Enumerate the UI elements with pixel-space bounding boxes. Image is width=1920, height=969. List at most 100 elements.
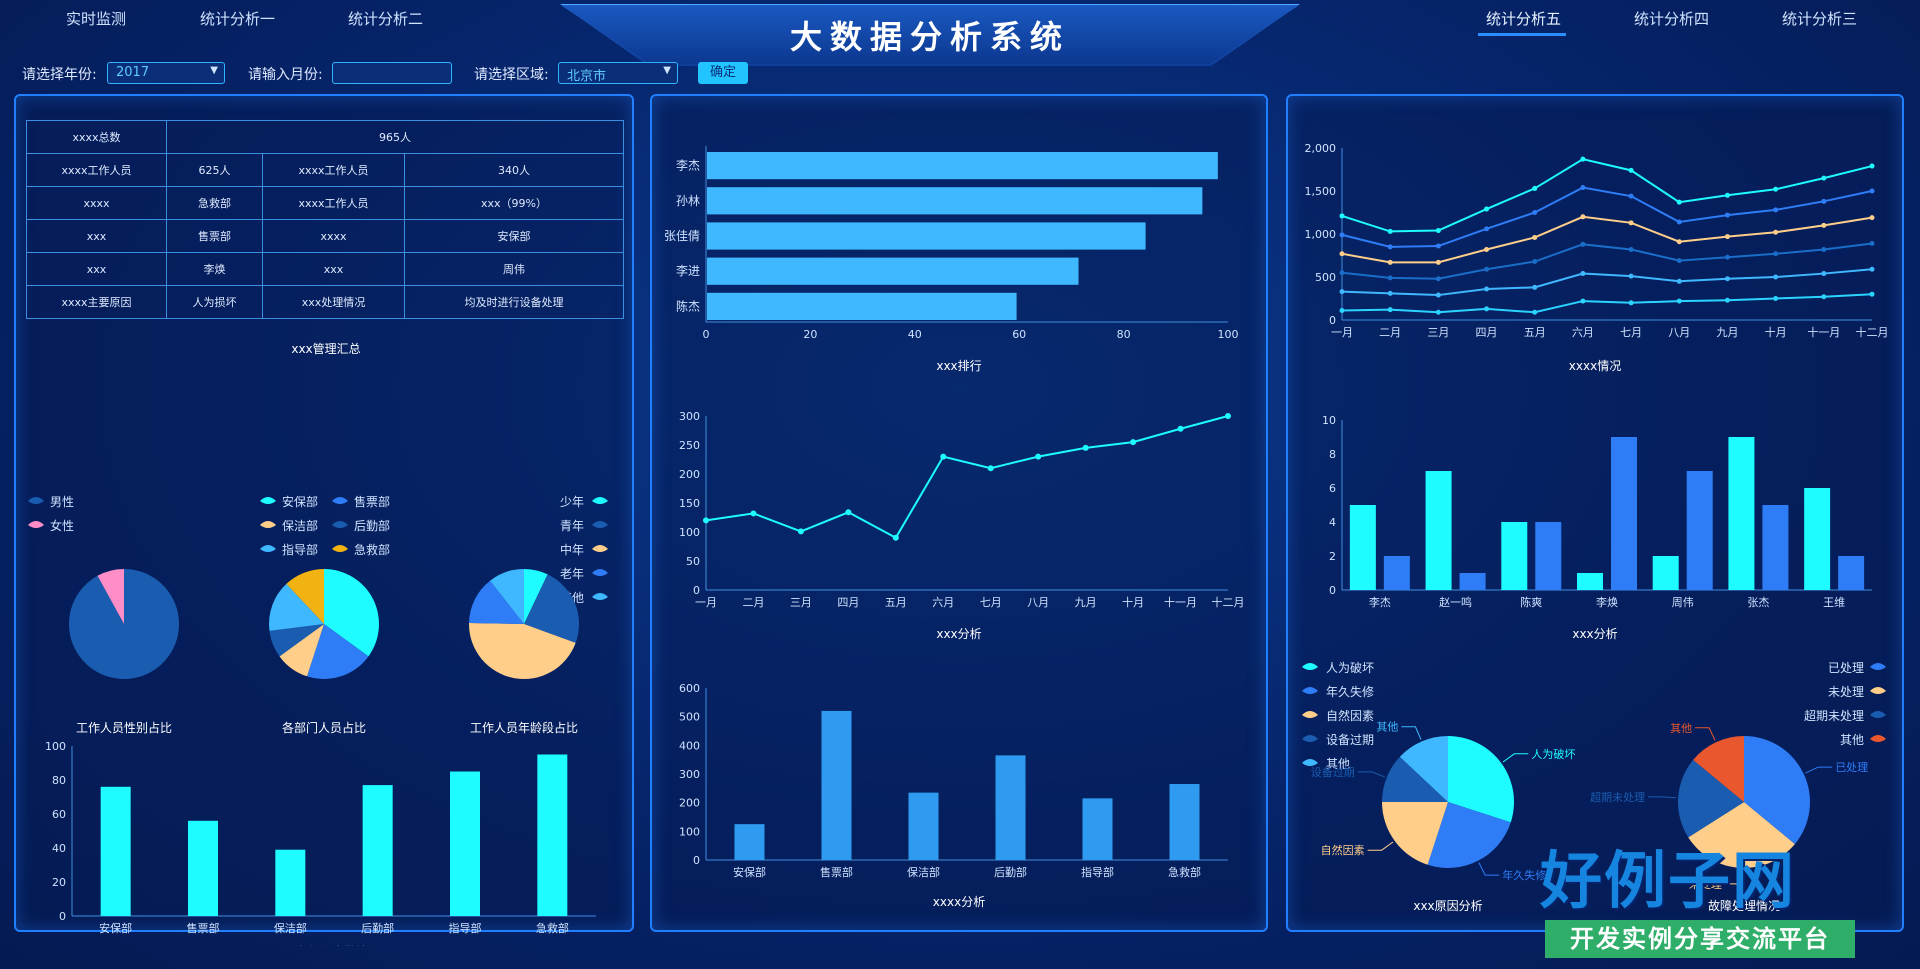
data-point bbox=[1580, 271, 1586, 277]
data-point bbox=[1339, 289, 1345, 295]
data-point bbox=[1773, 186, 1779, 192]
legend-icon bbox=[1870, 687, 1886, 694]
filter-bar: 请选择年份: 2017 ▼ 请输入月份: 请选择区域: 北京市 ▼ 确定 bbox=[0, 62, 1920, 90]
region-select-value: 北京市 bbox=[567, 69, 607, 84]
legend-icon bbox=[1870, 735, 1886, 742]
x-tick-label: 60 bbox=[1012, 328, 1026, 341]
bar bbox=[100, 786, 131, 916]
cause-pie-slice bbox=[1399, 736, 1448, 802]
x-tick-label: 三月 bbox=[790, 596, 812, 609]
age-pie-slice bbox=[469, 622, 576, 679]
cause-pie-slice bbox=[1427, 802, 1511, 868]
legend-icon bbox=[332, 497, 348, 504]
table-row: xxx 李焕 xxx 周伟 bbox=[26, 252, 624, 286]
data-point bbox=[1580, 298, 1586, 304]
month-input[interactable] bbox=[332, 62, 452, 84]
legend-label: 老年 bbox=[560, 567, 584, 581]
table-cell: 均及时进行设备处理 bbox=[404, 285, 624, 319]
active-tab-underline bbox=[1478, 33, 1566, 36]
y-tick-label: 0 bbox=[1329, 314, 1336, 327]
data-point bbox=[750, 510, 757, 517]
data-point bbox=[1821, 271, 1827, 277]
y-tick-label: 李进 bbox=[676, 263, 700, 278]
chart-caption: 各部门人员占比 bbox=[282, 720, 366, 735]
x-tick-label: 五月 bbox=[1524, 326, 1546, 339]
top-navigation: 大数据分析系统 实时监测 统计分析一 统计分析二 统计分析五 统计分析四 统计分… bbox=[0, 0, 1920, 66]
bar bbox=[1349, 505, 1376, 590]
legend-label: 超期未处理 bbox=[1804, 708, 1864, 723]
legend-label: 已处理 bbox=[1828, 661, 1864, 675]
x-tick-label: 赵一鸣 bbox=[1439, 595, 1472, 609]
x-tick-label: 二月 bbox=[742, 596, 764, 609]
nav-tab-stats-1[interactable]: 统计分析一 bbox=[200, 10, 276, 28]
nav-tab-stats-2[interactable]: 统计分析二 bbox=[348, 10, 424, 28]
middle-panel: 李杰 孙林 张佳倩 李进 陈杰 0 20 40 60 80 100 xxx排行 0 50 100 150 200… bbox=[650, 94, 1268, 932]
y-tick-label: 2,000 bbox=[1305, 142, 1337, 155]
x-tick-label: 十月 bbox=[1765, 325, 1787, 339]
x-tick-label: 急救部 bbox=[536, 921, 569, 935]
data-point bbox=[1339, 251, 1345, 257]
data-point bbox=[1724, 192, 1730, 198]
legend-label: 售票部 bbox=[354, 494, 390, 509]
title-plate-inner bbox=[562, 6, 1298, 64]
cause-pie-slice bbox=[1382, 756, 1448, 802]
year-select[interactable]: 2017 ▼ bbox=[107, 62, 225, 84]
series-line bbox=[1341, 158, 1873, 233]
y-tick-label: 0 bbox=[693, 854, 700, 867]
x-tick-label: 陈爽 bbox=[1520, 595, 1542, 609]
data-point bbox=[1435, 243, 1441, 249]
left-panel: xxxx总数 965人 xxxx工作人员 625人 xxxx工作人员 340人 … bbox=[14, 94, 634, 946]
data-point bbox=[1435, 259, 1441, 265]
processing-pie-slice bbox=[1693, 736, 1744, 802]
data-point bbox=[1676, 298, 1682, 304]
x-tick-label: 80 bbox=[1117, 328, 1131, 341]
x-tick-label: 保洁部 bbox=[907, 865, 940, 879]
x-tick-label: 后勤部 bbox=[994, 865, 1027, 879]
slice-label: 自然因素 bbox=[1321, 843, 1365, 857]
x-tick-label: 后勤部 bbox=[361, 921, 394, 935]
data-point bbox=[1869, 188, 1875, 194]
y-tick-label: 100 bbox=[679, 825, 700, 838]
y-tick-label: 10 bbox=[1322, 414, 1336, 427]
data-point bbox=[1435, 276, 1441, 282]
y-tick-label: 250 bbox=[679, 439, 700, 452]
x-tick-label: 六月 bbox=[932, 596, 954, 609]
x-tick-label: 100 bbox=[1218, 328, 1239, 341]
data-point bbox=[1821, 222, 1827, 228]
legend-icon bbox=[260, 545, 276, 552]
nav-tab-realtime[interactable]: 实时监测 bbox=[66, 10, 127, 28]
label-leader bbox=[1724, 869, 1741, 885]
x-tick-label: 0 bbox=[703, 328, 710, 341]
y-tick-label: 500 bbox=[1315, 271, 1336, 284]
bar bbox=[1728, 437, 1755, 590]
nav-tab-stats-5[interactable]: 统计分析五 bbox=[1486, 10, 1562, 28]
y-tick-label: 200 bbox=[679, 797, 700, 810]
slice-label: 超期未处理 bbox=[1590, 790, 1645, 804]
table-cell: xxxx工作人员 bbox=[262, 186, 405, 220]
x-tick-label: 八月 bbox=[1668, 326, 1690, 339]
data-point bbox=[1628, 273, 1634, 279]
y-tick-label: 4 bbox=[1329, 516, 1336, 529]
data-point bbox=[1580, 185, 1586, 191]
nav-tab-stats-3[interactable]: 统计分析三 bbox=[1782, 10, 1858, 28]
y-tick-label: 60 bbox=[52, 808, 66, 821]
data-point bbox=[1387, 275, 1393, 281]
confirm-button[interactable]: 确定 bbox=[698, 62, 748, 84]
legend-label: 青年 bbox=[560, 519, 584, 533]
department-pie-slice bbox=[324, 569, 379, 657]
legend-label: 其他 bbox=[1840, 733, 1864, 747]
table-cell: 340人 bbox=[404, 153, 624, 187]
bar bbox=[1425, 471, 1452, 590]
region-select[interactable]: 北京市 ▼ bbox=[558, 62, 678, 84]
chart-caption: 工作人员年龄段占比 bbox=[470, 720, 578, 735]
label-leader bbox=[1648, 796, 1677, 799]
y-tick-label: 6 bbox=[1329, 482, 1336, 495]
data-point bbox=[1869, 215, 1875, 221]
chevron-down-icon: ▼ bbox=[663, 65, 671, 76]
table-cell: xxx bbox=[262, 252, 405, 286]
data-point bbox=[1773, 274, 1779, 280]
y-tick-label: 20 bbox=[52, 876, 66, 889]
nav-tab-stats-4[interactable]: 统计分析四 bbox=[1634, 10, 1710, 28]
bar bbox=[707, 292, 1017, 320]
data-point bbox=[1724, 254, 1730, 260]
